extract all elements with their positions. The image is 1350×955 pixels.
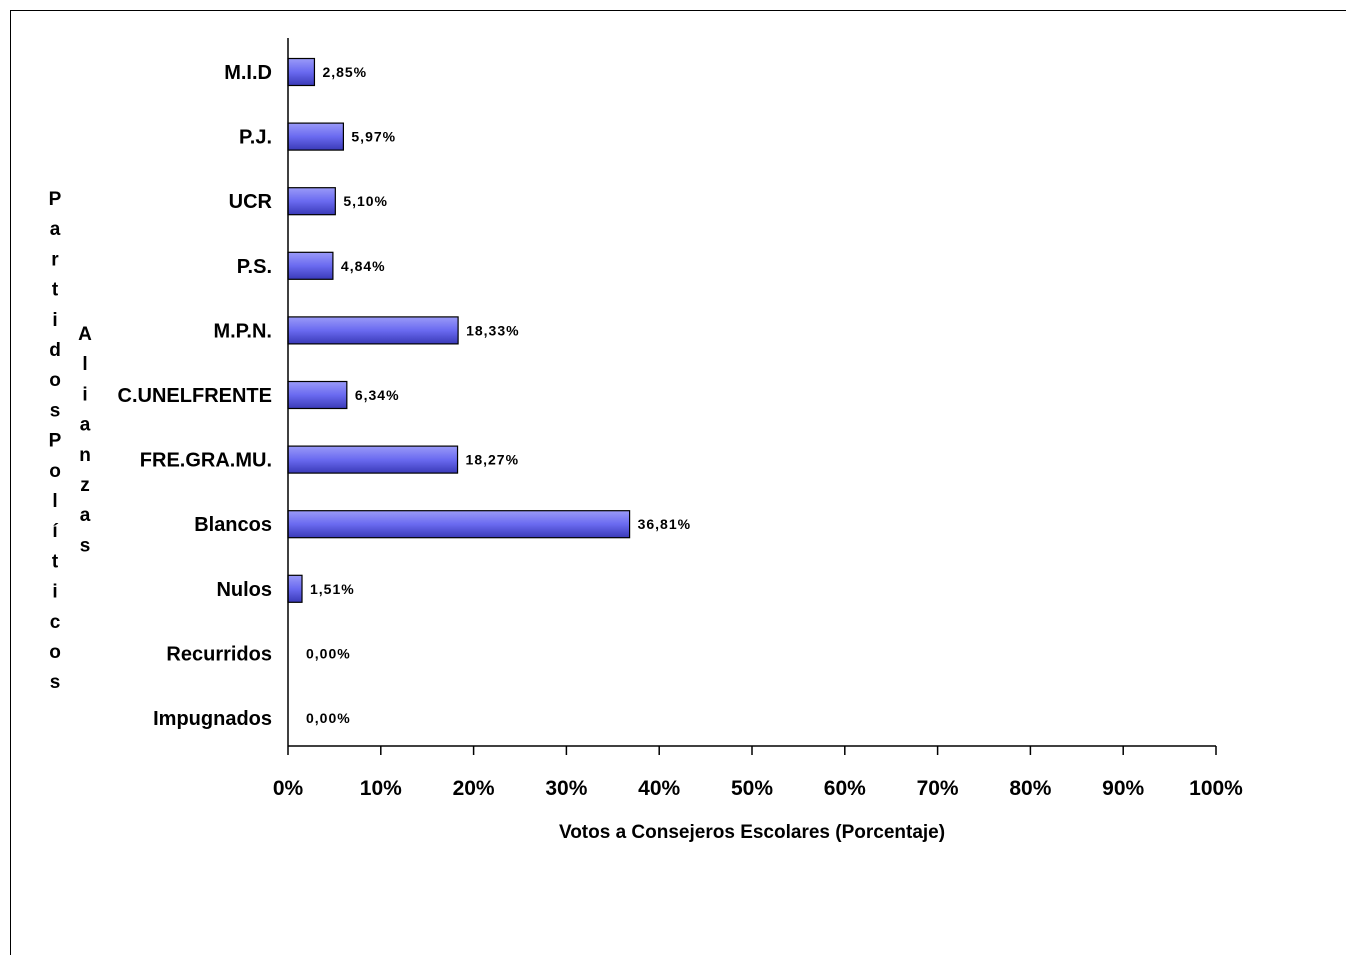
category-label: P.J. [239, 127, 272, 149]
x-tick-label: 30% [545, 777, 587, 800]
bars [287, 57, 631, 603]
bar [287, 574, 303, 603]
x-axis-title: Votos a Consejeros Escolares (Porcentaje… [559, 822, 945, 843]
y-axis-title-partidos-char: i [52, 310, 57, 331]
bar [287, 316, 459, 345]
y-axis-title-partidos-char: r [51, 249, 59, 270]
y-axis-title-partidos-char: s [50, 672, 61, 693]
data-label: 18,33% [466, 322, 519, 338]
category-label: Impugnados [153, 708, 272, 730]
y-axis-title-alianzas-char: s [80, 535, 91, 556]
y-axis-title-partidos-char: P [49, 189, 62, 210]
data-label: 5,97% [351, 129, 396, 145]
data-label: 0,00% [306, 645, 351, 661]
y-axis-title-partidos-char: t [52, 551, 59, 572]
y-axis-title-partidos-char: í [52, 521, 58, 542]
y-axis-title-partidos-char: d [49, 340, 61, 361]
bar [287, 57, 316, 87]
y-axis-title-alianzas-char: l [82, 354, 87, 375]
y-axis-title-alianzas-char: z [80, 475, 90, 496]
y-axis-title-partidos-char: t [52, 280, 59, 301]
y-axis-title-partidos-char: c [50, 612, 61, 633]
y-axis-title-partidos-char: P [49, 431, 62, 452]
y-axis-title-alianzas-char: A [78, 324, 92, 345]
data-label: 5,10% [343, 193, 388, 209]
data-labels: 2,85% 5,97% 5,10% 4,84% 18,33% 6,34% 18,27% 36,… [306, 64, 691, 726]
x-tick-label: 50% [731, 777, 773, 800]
bar [287, 445, 459, 474]
category-labels: M.I.D P.J. UCR P.S. M.P.N. C.UNELFRENTE FRE.GR… [118, 62, 273, 730]
x-tick-label: 40% [638, 777, 680, 800]
data-label: 36,81% [638, 516, 691, 532]
y-axis-title-partidos-char: i [52, 582, 57, 603]
x-tick-label: 80% [1009, 777, 1051, 800]
category-label: P.S. [237, 256, 272, 278]
x-tick-label: 10% [360, 777, 402, 800]
category-label: M.I.D [224, 62, 272, 84]
bar [287, 187, 336, 216]
y-axis-title-alianzas-char: n [79, 445, 91, 466]
category-label: Nulos [216, 579, 272, 601]
axes [287, 38, 1217, 755]
bar [287, 380, 348, 410]
x-tick-label: 20% [453, 777, 495, 800]
x-tick-label: 0% [273, 777, 304, 800]
y-axis-title-partidos-char: o [49, 642, 61, 663]
category-label: Blancos [194, 514, 272, 536]
y-axis-title-alianzas-char: a [80, 505, 91, 526]
bar [287, 251, 334, 280]
bar [287, 510, 631, 539]
data-label: 18,27% [466, 452, 519, 468]
y-axis-title-partidos-char: l [52, 491, 57, 512]
data-label: 1,51% [310, 581, 355, 597]
y-axis-title-partidos-char: o [49, 370, 61, 391]
category-label: Recurridos [166, 643, 272, 665]
data-label: 4,84% [341, 258, 386, 274]
chart-frame [10, 10, 1346, 955]
data-label: 2,85% [322, 64, 367, 80]
category-label: M.P.N. [213, 320, 272, 342]
y-axis-title-alianzas-char: a [80, 415, 91, 436]
bar [287, 122, 345, 151]
y-axis-title-partidos-char: a [50, 219, 61, 240]
category-label: C.UNELFRENTE [118, 385, 272, 407]
x-tick-label: 90% [1102, 777, 1144, 800]
y-axis-title-alianzas-char: i [82, 384, 87, 405]
y-axis-title-partidos-char: o [49, 461, 61, 482]
category-label: FRE.GRA.MU. [140, 450, 272, 472]
x-tick-label: 70% [917, 777, 959, 800]
x-tick-label: 100% [1189, 777, 1243, 800]
x-tick-label: 60% [824, 777, 866, 800]
data-label: 0,00% [306, 710, 351, 726]
data-label: 6,34% [355, 387, 400, 403]
category-label: UCR [229, 191, 273, 213]
x-tick-labels: 0% 10% 20% 30% 40% 50% 60% 70% 80% 90% 100% [273, 777, 1243, 800]
y-axis-title-partidos-char: s [50, 400, 61, 421]
